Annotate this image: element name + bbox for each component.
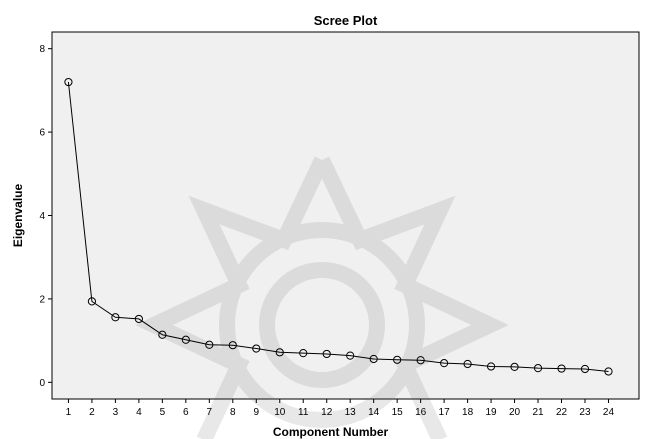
- x-axis: 1 2 3 4 5 6 7 8 9 10 11 12 13 14 15 16 17 18 19 20 21 22 23 24: [66, 399, 615, 418]
- watermark-logo: [135, 156, 509, 439]
- x-tick-label: 3: [113, 407, 119, 418]
- x-tick-label: 23: [579, 407, 591, 418]
- x-tick-label: 2: [89, 407, 95, 418]
- x-tick-label: 22: [556, 407, 568, 418]
- data-point: [64, 77, 73, 87]
- data-point: [346, 351, 355, 360]
- data-point: [252, 344, 261, 353]
- x-tick-label: 8: [230, 407, 236, 418]
- chart-title: Scree Plot: [314, 13, 378, 28]
- plot-area: [51, 31, 640, 400]
- x-tick-label: 7: [207, 407, 213, 418]
- data-point: [275, 348, 284, 357]
- data-point: [322, 349, 331, 359]
- data-point: [604, 367, 613, 376]
- x-tick-label: 24: [603, 407, 615, 418]
- data-point: [463, 359, 472, 369]
- x-tick-label: 4: [136, 407, 142, 418]
- y-tick-label: 6: [39, 128, 45, 139]
- series-line-group: [64, 77, 613, 376]
- x-tick-label: 17: [439, 407, 451, 418]
- x-tick-label: 21: [532, 407, 544, 418]
- x-tick-label: 13: [345, 407, 357, 418]
- data-point: [510, 362, 519, 371]
- data-point: [533, 364, 543, 373]
- x-tick-label: 14: [368, 407, 380, 418]
- x-tick-label: 5: [160, 407, 166, 418]
- data-point: [205, 340, 214, 349]
- x-axis-label: Component Number: [273, 425, 389, 439]
- data-point: [111, 313, 120, 322]
- x-tick-label: 11: [298, 407, 309, 418]
- y-tick-label: 2: [39, 294, 45, 305]
- data-point: [181, 335, 190, 344]
- x-tick-label: 15: [392, 407, 404, 418]
- y-axis-label: Eigenvalue: [11, 183, 25, 247]
- data-point: [87, 297, 97, 306]
- x-tick-label: 9: [253, 407, 259, 418]
- y-tick-label: 8: [39, 44, 45, 55]
- data-point: [440, 359, 449, 368]
- x-tick-label: 16: [415, 407, 427, 418]
- data-point: [580, 364, 590, 374]
- data-point: [158, 330, 167, 339]
- data-point: [416, 356, 425, 365]
- x-tick-label: 20: [509, 407, 521, 418]
- data-point: [486, 362, 496, 371]
- x-tick-label: 18: [462, 407, 474, 418]
- x-tick-label: 6: [183, 407, 189, 418]
- data-point: [557, 364, 566, 373]
- x-tick-label: 1: [66, 407, 72, 418]
- data-point: [134, 314, 143, 324]
- y-tick-label: 0: [39, 378, 45, 389]
- data-point: [393, 355, 402, 364]
- y-axis: 0 2 4 6 8: [39, 44, 52, 389]
- data-point: [369, 354, 378, 364]
- data-point: [228, 341, 237, 350]
- x-tick-label: 12: [321, 407, 333, 418]
- x-tick-label: 10: [274, 407, 286, 418]
- data-point: [299, 349, 308, 358]
- x-tick-label: 19: [486, 407, 498, 418]
- y-tick-label: 4: [39, 211, 45, 222]
